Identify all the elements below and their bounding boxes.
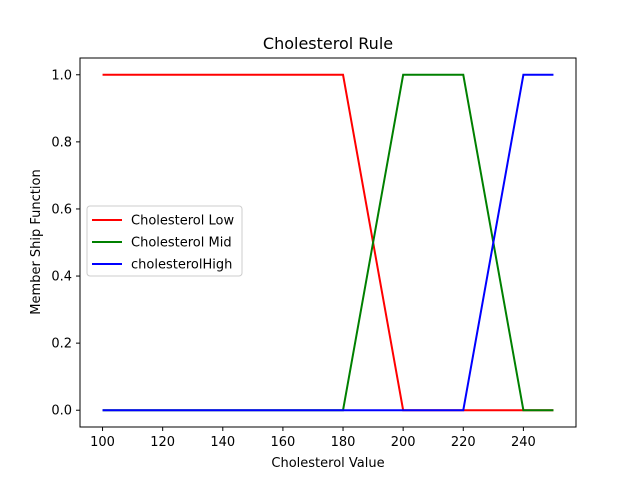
series-line-2 bbox=[102, 73, 554, 412]
chart-title: Cholesterol Rule bbox=[263, 34, 393, 53]
x-tick-label: 160 bbox=[270, 435, 295, 450]
x-tick-label: 140 bbox=[210, 435, 235, 450]
plot-frame bbox=[79, 57, 577, 428]
legend-box bbox=[86, 205, 243, 277]
y-axis: 0.0 0.2 0.4 0.6 0.8 1.0 bbox=[51, 68, 80, 419]
x-tick-label: 120 bbox=[150, 435, 175, 450]
x-axis-label: Cholesterol Value bbox=[271, 456, 384, 471]
series-layer bbox=[102, 73, 554, 412]
y-tick-label: 0.2 bbox=[51, 337, 72, 352]
x-tick-label: 240 bbox=[511, 435, 536, 450]
y-tick-label: 0.6 bbox=[51, 202, 72, 217]
x-tick-label: 220 bbox=[451, 435, 476, 450]
x-tick-label: 180 bbox=[331, 435, 356, 450]
legend-label-2: cholesterolHigh bbox=[131, 258, 232, 273]
x-axis: 100 120 140 160 180 200 220 240 bbox=[90, 427, 536, 450]
legend: Cholesterol Low Cholesterol Mid cholestero… bbox=[86, 205, 243, 277]
y-tick-label: 0.4 bbox=[51, 270, 72, 285]
y-tick-label: 0.0 bbox=[51, 404, 72, 419]
y-axis-label: Member Ship Function bbox=[29, 169, 44, 314]
x-tick-label: 100 bbox=[90, 435, 115, 450]
y-tick-label: 0.8 bbox=[51, 135, 72, 150]
legend-label-1: Cholesterol Mid bbox=[131, 236, 232, 251]
y-tick-label: 1.0 bbox=[51, 68, 72, 83]
x-tick-label: 200 bbox=[391, 435, 416, 450]
legend-label-0: Cholesterol Low bbox=[131, 214, 234, 229]
plot-area bbox=[79, 57, 577, 428]
